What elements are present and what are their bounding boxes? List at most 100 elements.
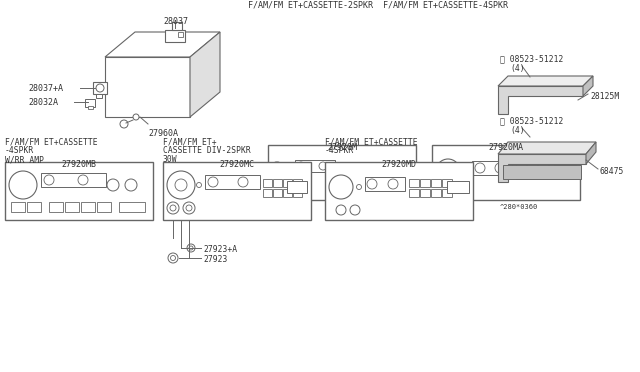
Bar: [268, 145, 416, 200]
Circle shape: [125, 179, 137, 191]
Text: Ⓢ 08523-51212: Ⓢ 08523-51212: [500, 54, 563, 63]
Circle shape: [388, 179, 398, 189]
Text: 27920M: 27920M: [327, 143, 357, 152]
Bar: [293, 189, 302, 197]
Circle shape: [183, 202, 195, 214]
Bar: [364, 173, 375, 181]
Bar: [442, 179, 452, 187]
Circle shape: [287, 167, 292, 171]
Text: 30W: 30W: [163, 155, 178, 164]
Bar: [365, 177, 405, 191]
Circle shape: [367, 179, 377, 189]
Text: F/AM/FM ET+CASSETTE: F/AM/FM ET+CASSETTE: [325, 137, 418, 146]
Text: 68475: 68475: [600, 167, 625, 176]
Bar: [431, 189, 441, 197]
Bar: [364, 163, 375, 171]
Circle shape: [350, 205, 360, 215]
Circle shape: [270, 162, 284, 176]
Circle shape: [329, 175, 353, 199]
Text: 27923: 27923: [203, 255, 227, 264]
Polygon shape: [498, 86, 583, 114]
Bar: [442, 189, 452, 197]
Bar: [527, 171, 537, 179]
Circle shape: [436, 159, 460, 183]
Text: F/AM/FM ET+CASSETTE-2SPKR  F/AM/FM ET+CASSETTE-4SPKR: F/AM/FM ET+CASSETTE-2SPKR F/AM/FM ET+CAS…: [248, 0, 508, 9]
Bar: [527, 161, 537, 169]
Bar: [516, 171, 526, 179]
Circle shape: [272, 185, 282, 195]
Circle shape: [189, 246, 193, 250]
Text: 28037: 28037: [163, 17, 188, 26]
Bar: [376, 173, 387, 181]
Circle shape: [107, 179, 119, 191]
Text: 27920MC: 27920MC: [220, 160, 255, 169]
Circle shape: [196, 183, 202, 187]
Circle shape: [170, 256, 175, 260]
Bar: [178, 32, 183, 37]
Polygon shape: [583, 76, 593, 96]
Bar: [503, 165, 581, 179]
Bar: [172, 22, 182, 30]
Circle shape: [175, 179, 187, 191]
Text: 27920MB: 27920MB: [61, 160, 97, 169]
Bar: [81, 202, 95, 212]
Bar: [391, 167, 413, 177]
Text: 28037+A: 28037+A: [28, 84, 63, 93]
Text: 27920MA: 27920MA: [488, 143, 524, 152]
Circle shape: [186, 205, 192, 211]
Bar: [295, 160, 335, 172]
Bar: [96, 94, 102, 98]
Circle shape: [319, 162, 327, 170]
Bar: [516, 161, 526, 169]
Polygon shape: [586, 142, 596, 164]
Bar: [538, 171, 548, 179]
Circle shape: [208, 177, 218, 187]
Circle shape: [9, 171, 37, 199]
Polygon shape: [190, 32, 220, 117]
Circle shape: [187, 244, 195, 252]
Circle shape: [167, 171, 195, 199]
Circle shape: [44, 175, 54, 185]
Circle shape: [297, 162, 305, 170]
Bar: [431, 179, 441, 187]
Bar: [41, 173, 106, 187]
Bar: [352, 163, 363, 171]
Text: Ⓢ 08523-51212: Ⓢ 08523-51212: [500, 116, 563, 125]
Bar: [472, 161, 512, 175]
Text: -4SPKR: -4SPKR: [5, 146, 35, 155]
Bar: [420, 189, 430, 197]
Text: 27960A: 27960A: [148, 129, 178, 138]
Bar: [420, 179, 430, 187]
Bar: [5, 162, 153, 220]
Bar: [325, 162, 473, 220]
Bar: [447, 181, 469, 193]
Bar: [283, 189, 292, 197]
Circle shape: [170, 205, 176, 211]
Bar: [549, 161, 559, 169]
Bar: [88, 106, 93, 109]
Text: 27920MD: 27920MD: [381, 160, 417, 169]
Circle shape: [443, 185, 453, 195]
Text: (4): (4): [510, 126, 525, 135]
Bar: [163, 162, 311, 220]
Bar: [105, 57, 190, 117]
Bar: [263, 179, 272, 187]
Circle shape: [463, 169, 468, 173]
Circle shape: [457, 185, 467, 195]
Polygon shape: [498, 142, 596, 154]
Bar: [283, 179, 292, 187]
Bar: [97, 202, 111, 212]
Bar: [165, 30, 185, 42]
Bar: [273, 189, 282, 197]
Bar: [352, 173, 363, 181]
Circle shape: [475, 163, 485, 173]
Bar: [65, 202, 79, 212]
Bar: [409, 179, 419, 187]
Circle shape: [238, 177, 248, 187]
Bar: [85, 99, 95, 107]
Bar: [549, 171, 559, 179]
Bar: [93, 82, 107, 94]
Circle shape: [495, 163, 505, 173]
Bar: [287, 181, 307, 193]
Text: 28032A: 28032A: [28, 98, 58, 107]
